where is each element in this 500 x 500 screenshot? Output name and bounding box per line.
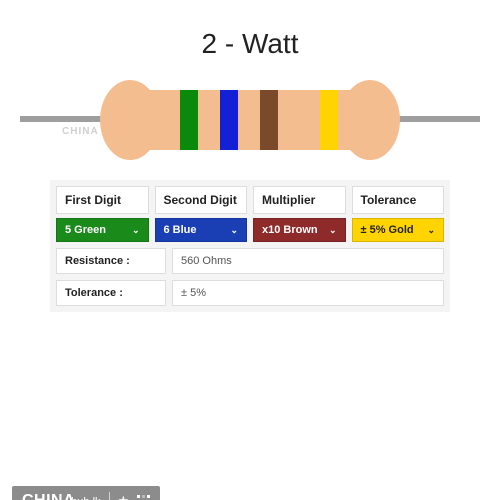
- select-second-digit[interactable]: 6 Blue ⌄: [155, 218, 248, 242]
- band-second-digit: [220, 90, 238, 150]
- header-first-digit: First Digit: [56, 186, 149, 214]
- select-first-digit-label: 5 Green: [65, 224, 106, 236]
- select-multiplier-label: x10 Brown: [262, 224, 318, 236]
- band-tolerance: [320, 90, 338, 150]
- page-title: 2 - Watt: [0, 28, 500, 60]
- select-tolerance[interactable]: ± 5% Gold ⌄: [352, 218, 445, 242]
- select-second-digit-label: 6 Blue: [164, 224, 197, 236]
- header-tolerance: Tolerance: [352, 186, 445, 214]
- header-second-digit: Second Digit: [155, 186, 248, 214]
- resistor-lead-right: [390, 116, 480, 122]
- output-resistance-label: Resistance :: [56, 248, 166, 274]
- star-icon: ★: [118, 493, 130, 500]
- select-multiplier[interactable]: x10 Brown ⌄: [253, 218, 346, 242]
- chevron-down-icon: ⌄: [427, 225, 435, 236]
- badge-divider: [109, 492, 110, 500]
- select-row: 5 Green ⌄ 6 Blue ⌄ x10 Brown ⌄ ± 5% Gold…: [56, 218, 444, 242]
- controls-panel: First Digit Second Digit Multiplier Tole…: [50, 180, 450, 312]
- dots-icon: [137, 495, 150, 500]
- select-tolerance-label: ± 5% Gold: [361, 224, 414, 236]
- output-tolerance-label: Tolerance :: [56, 280, 166, 306]
- resistor-lead-left: [20, 116, 110, 122]
- header-row: First Digit Second Digit Multiplier Tole…: [56, 186, 444, 214]
- header-multiplier: Multiplier: [253, 186, 346, 214]
- output-resistance-value: 560 Ohms: [172, 248, 444, 274]
- output-resistance-row: Resistance : 560 Ohms: [56, 248, 444, 274]
- badge-brand: CHINA: [22, 492, 75, 500]
- badge-suffix: hub.lk: [71, 496, 100, 500]
- watermark-badge: CHINAhub.lk ★: [12, 486, 160, 500]
- band-multiplier: [260, 90, 278, 150]
- chevron-down-icon: ⌄: [329, 225, 337, 236]
- chevron-down-icon: ⌄: [132, 225, 140, 236]
- watermark-faint: CHINA: [62, 126, 99, 137]
- chevron-down-icon: ⌄: [230, 225, 238, 236]
- resistor-diagram: CHINA: [0, 68, 500, 168]
- output-tolerance-value: ± 5%: [172, 280, 444, 306]
- select-first-digit[interactable]: 5 Green ⌄: [56, 218, 149, 242]
- output-tolerance-row: Tolerance : ± 5%: [56, 280, 444, 306]
- band-first-digit: [180, 90, 198, 150]
